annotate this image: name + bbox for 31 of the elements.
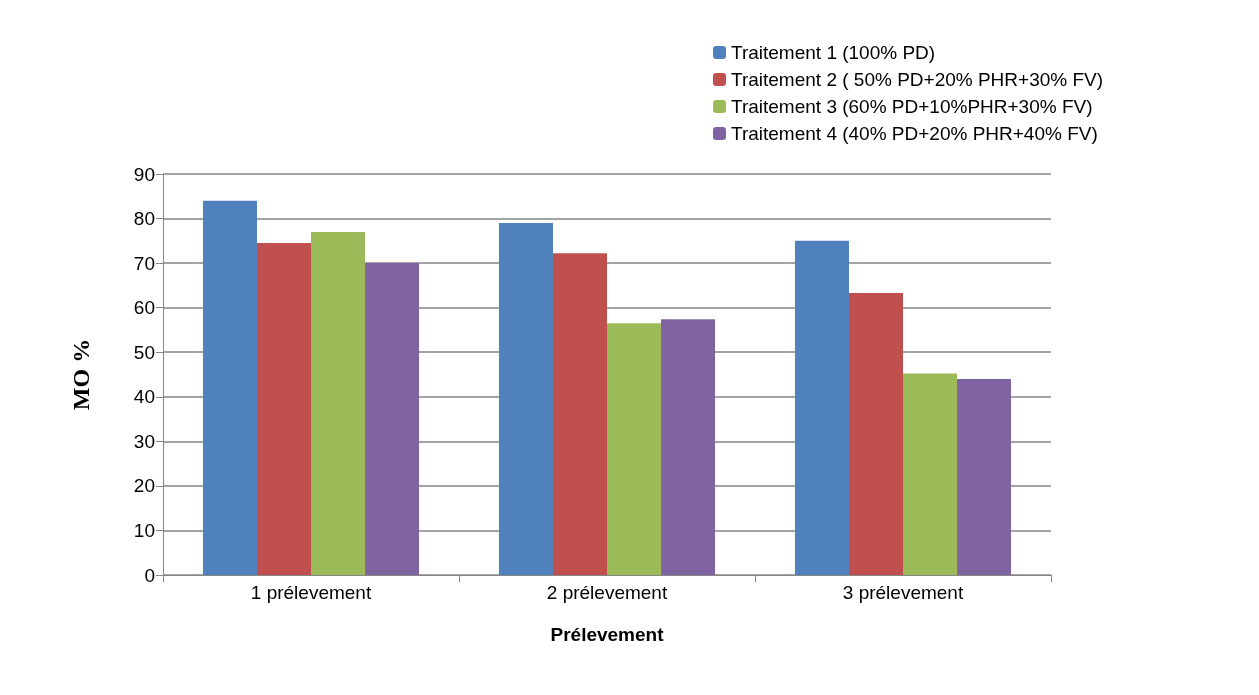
bar (903, 373, 958, 575)
bar (607, 323, 662, 575)
bar (794, 240, 849, 575)
y-tick-label: 70 (133, 252, 155, 274)
bar (256, 243, 311, 575)
bar (848, 292, 903, 575)
legend-label: Traitement 4 (40% PD+20% PHR+40% FV) (731, 123, 1098, 144)
y-tick-label: 30 (133, 430, 155, 452)
y-tick-label: 0 (144, 564, 155, 586)
bar (498, 223, 553, 575)
bar (202, 200, 257, 575)
y-tick-label: 80 (133, 208, 155, 230)
x-tick-label: 3 prélevement (842, 582, 964, 603)
y-tick-label: 40 (133, 386, 155, 408)
bar (311, 231, 366, 575)
legend-label: Traitement 2 ( 50% PD+20% PHR+30% FV) (731, 69, 1104, 90)
bar (552, 253, 607, 575)
y-tick-label: 60 (133, 297, 155, 319)
x-tick-label: 2 prélevement (546, 582, 668, 603)
x-axis-title: Prélevement (550, 624, 665, 645)
x-tick-label: 1 prélevement (250, 582, 372, 603)
y-tick-label: 20 (133, 475, 155, 497)
y-tick-label: 10 (133, 519, 155, 541)
y-tick-label: 90 (133, 163, 155, 185)
legend-label: Traitement 1 (100% PD) (731, 42, 936, 63)
bar (661, 319, 716, 575)
legend-label: Traitement 3 (60% PD+10%PHR+30% FV) (731, 96, 1093, 117)
bar (957, 378, 1012, 575)
y-tick-label: 50 (133, 341, 155, 363)
y-axis-title: MO % (68, 338, 94, 411)
bar (365, 263, 420, 575)
